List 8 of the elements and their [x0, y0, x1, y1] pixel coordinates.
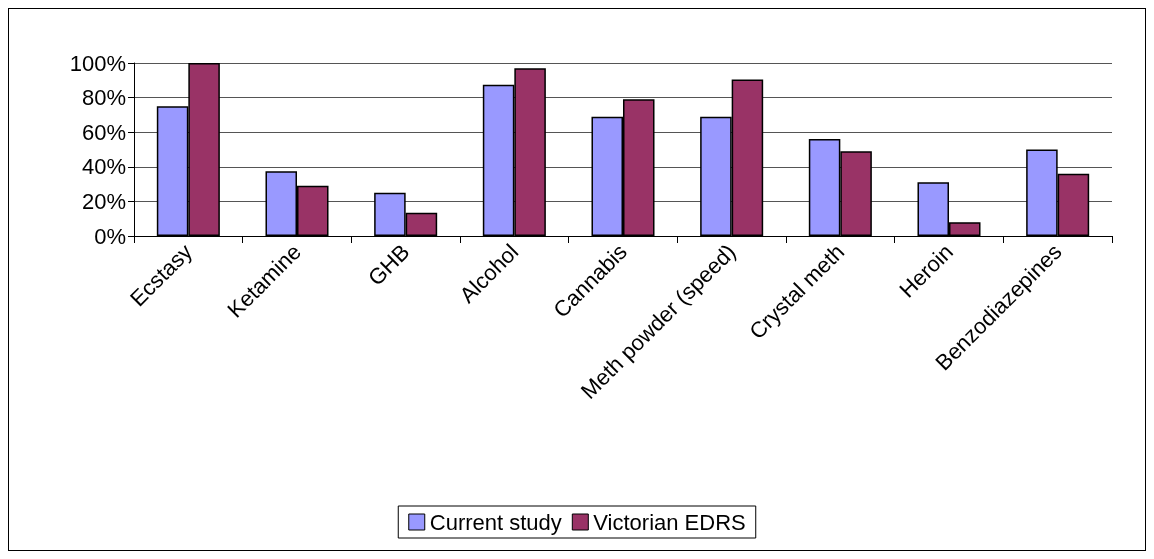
legend-label: Current study [429, 509, 562, 535]
y-tick-label: 0% [94, 223, 126, 249]
y-tick-label: 100% [69, 50, 126, 76]
y-tick-label: 80% [81, 85, 126, 111]
y-tick-label: 60% [81, 119, 126, 145]
legend-label: Victorian EDRS [593, 509, 746, 535]
y-tick-label: 20% [81, 188, 126, 214]
y-tick-label: 40% [81, 154, 126, 180]
